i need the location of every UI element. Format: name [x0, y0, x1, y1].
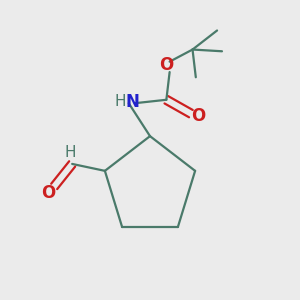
Text: N: N: [125, 93, 139, 111]
Text: H: H: [115, 94, 126, 109]
Text: H: H: [65, 145, 76, 160]
Text: O: O: [159, 56, 173, 74]
Text: O: O: [41, 184, 56, 202]
Text: O: O: [191, 107, 205, 125]
